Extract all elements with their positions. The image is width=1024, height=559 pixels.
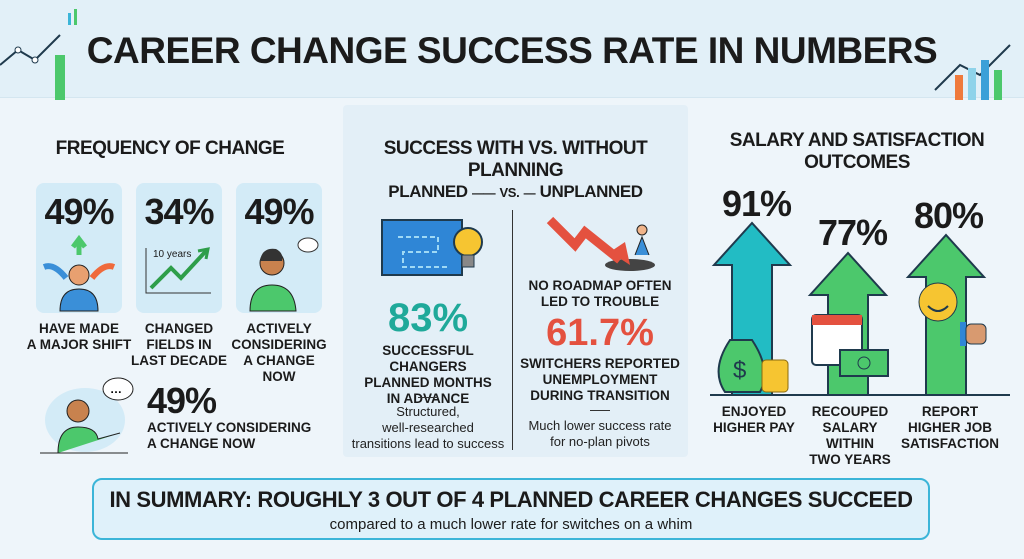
unplanned-label: SWITCHERS REPORTED UNEMPLOYMENT DURING TRA… — [520, 356, 680, 403]
divider — [512, 210, 513, 450]
unplanned-value: 61.7% — [546, 312, 654, 354]
page-title: CAREER CHANGE SUCCESS RATE IN NUMBERS — [86, 30, 938, 71]
calendar-cash-icon — [811, 314, 889, 377]
decor-chart-icon — [0, 9, 77, 100]
unplanned-caption: NO ROADMAP OFTEN LED TO TROUBLE — [528, 278, 672, 309]
growth-chart-icon — [145, 247, 211, 294]
money-bag-icon: $ — [717, 339, 789, 393]
stat-value: 49% — [244, 191, 314, 232]
decor-bars-icon — [934, 44, 1011, 100]
stat-value: 34% — [144, 191, 214, 232]
frequency-title: FREQUENCY OF CHANGE — [55, 138, 285, 159]
stat-card-changed-fields: 34% 10 years — [136, 183, 222, 313]
stat-card-major-shift: 49% — [36, 183, 122, 313]
falling-arrow-icon — [546, 216, 655, 271]
unplanned-note: Much lower success rate for no-plan pivot… — [528, 418, 672, 449]
stat-label-changed-fields: CHANGED FIELDS IN LAST DECADE — [130, 321, 227, 368]
svg-text:…: … — [110, 382, 122, 396]
outcome-value-salary: 77% — [818, 212, 888, 253]
outcome-label-satisfaction: REPORT HIGHER JOB SATISFACTION — [900, 404, 999, 451]
divider — [590, 410, 610, 411]
outcomes-title: SALARY AND SATISFACTION OUTCOMES — [729, 130, 985, 173]
planned-vs-unplanned: PLANNED —— VS. — UNPLANNED — [388, 182, 643, 201]
chart-label: 10 years — [153, 249, 192, 260]
smiley-thumbs-up-icon — [918, 282, 987, 346]
planning-panel — [343, 105, 688, 457]
stat-label-major-shift: HAVE MADE A MAJOR SHIFT — [26, 321, 132, 352]
summary-headline: IN SUMMARY: ROUGHLY 3 OUT OF 4 PLANNED C… — [109, 487, 913, 512]
outcome-arrows: $ — [710, 221, 1010, 396]
svg-text:$: $ — [733, 357, 746, 384]
bottom-stat-value: 49% — [147, 380, 217, 421]
speaking-person-icon: … — [40, 377, 134, 454]
divider — [418, 397, 438, 398]
stat-card-considering: 49% — [236, 183, 322, 313]
planned-label: SUCCESSFUL CHANGERS PLANNED MONTHS IN ADVA… — [364, 343, 492, 406]
outcome-label-salary: RECOUPED SALARY WITHIN TWO YEARS — [809, 404, 891, 467]
summary-box: IN SUMMARY: ROUGHLY 3 OUT OF 4 PLANNED C… — [92, 478, 930, 540]
bottom-stat-label: ACTIVELY CONSIDERING A CHANGE NOW — [147, 420, 312, 451]
outcome-value-pay: 91% — [722, 183, 792, 224]
stat-label-considering: ACTIVELY CONSIDERING A CHANGE NOW — [231, 321, 327, 384]
planning-title: SUCCESS WITH VS. WITHOUT PLANNING — [383, 138, 648, 181]
roadmap-lightbulb-icon — [381, 219, 483, 276]
header-band — [0, 0, 1024, 98]
summary-sub: compared to a much lower rate for switch… — [329, 516, 693, 533]
stat-value: 49% — [44, 191, 114, 232]
person-arrows-icon — [42, 234, 116, 312]
planned-value: 83% — [387, 296, 469, 340]
planned-note: Structured, well-researched transitions le… — [351, 404, 505, 451]
thinking-person-icon — [249, 237, 319, 312]
outcome-label-pay: ENJOYED HIGHER PAY — [713, 404, 795, 435]
outcome-value-satisfaction: 80% — [914, 195, 984, 236]
